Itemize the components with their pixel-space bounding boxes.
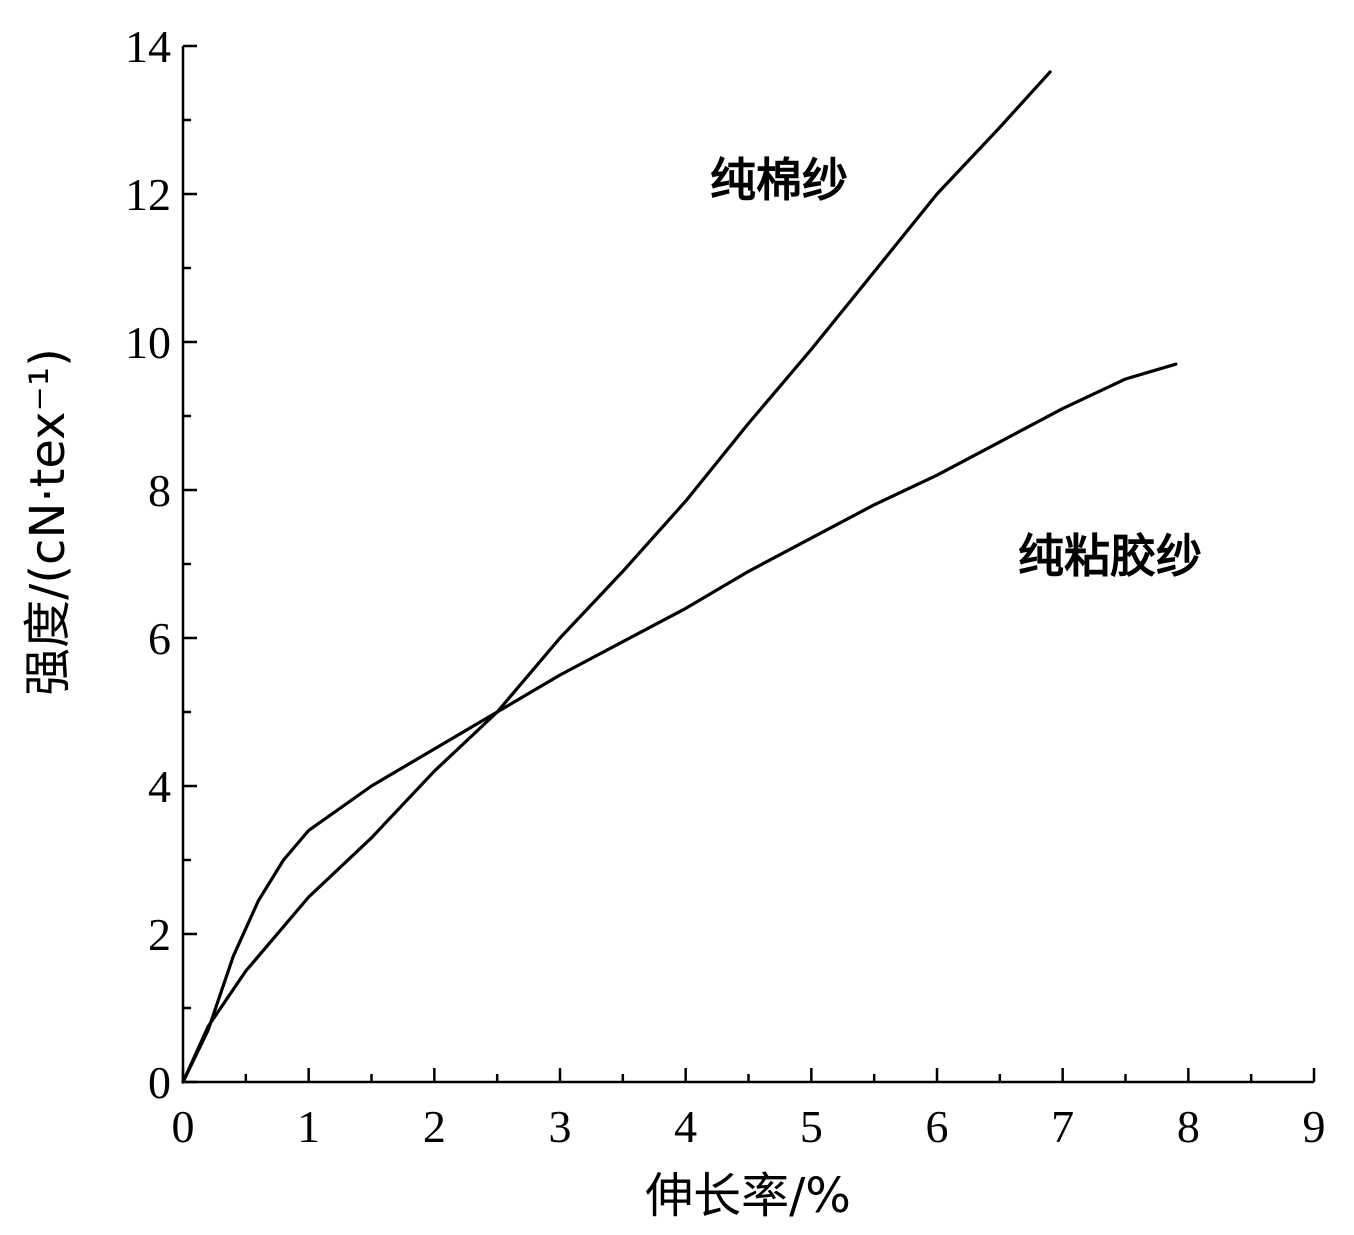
viscose-label: 纯粘胶纱 [1018,529,1202,583]
x-tick-label: 1 [297,1101,320,1152]
x-tick-label: 8 [1177,1101,1200,1152]
x-tick-label: 2 [423,1101,446,1152]
x-axis-title: 伸长率/% [645,1168,851,1224]
series-group [181,70,1178,1084]
y-tick-label: 8 [148,465,171,516]
cotton-label: 纯棉纱 [710,153,848,207]
x-tick-label: 5 [800,1101,823,1152]
series-line-viscose [181,362,1178,1084]
y-tick-label: 2 [148,909,171,960]
x-tick-label: 7 [1051,1101,1074,1152]
y-tick-label: 6 [148,613,171,664]
series-line-cotton [181,70,1052,1084]
y-tick-label: 0 [148,1057,171,1108]
x-tick-label: 3 [549,1101,572,1152]
y-tick-label: 4 [148,761,171,812]
y-tick-label: 14 [125,21,171,72]
x-tick-label: 9 [1303,1101,1326,1152]
x-tick-label: 6 [926,1101,949,1152]
y-tick-label: 12 [125,169,171,220]
x-tick-label: 4 [674,1101,697,1152]
x-tick-label: 0 [172,1101,195,1152]
y-axis-ticks: 0 2 4 6 8 10 12 14 [125,21,197,1108]
y-tick-label: 10 [125,317,171,368]
y-axis-title: 强度/(cN·tex⁻¹) [20,348,76,696]
x-axis-ticks: 0 1 2 3 4 5 6 7 8 9 [172,1068,1326,1152]
